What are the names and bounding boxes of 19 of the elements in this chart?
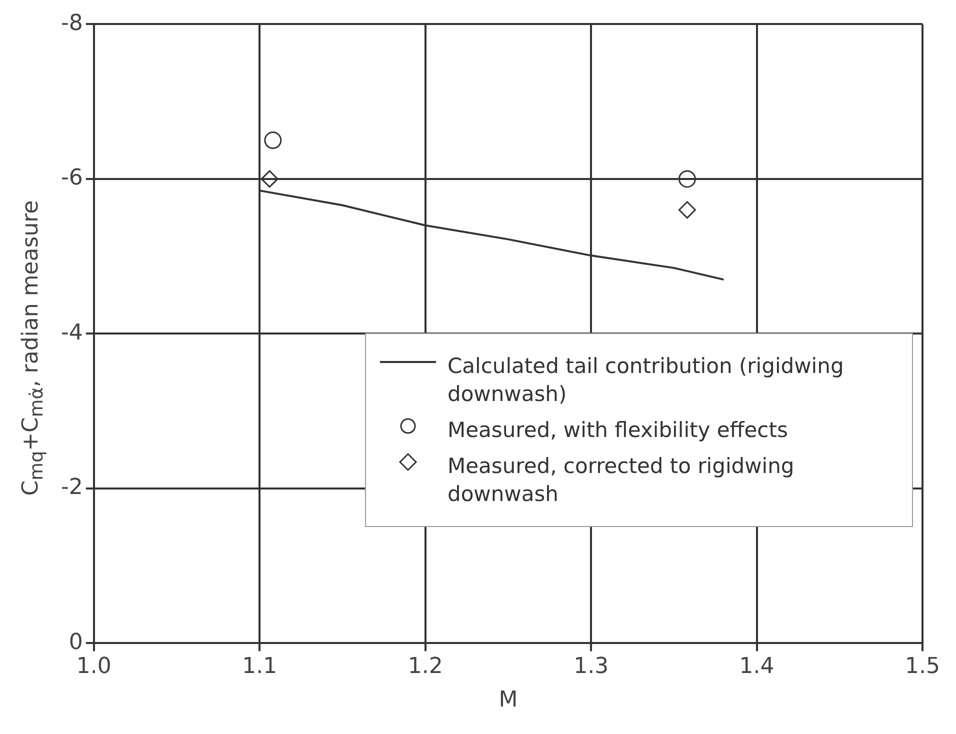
point bbox=[678, 170, 696, 188]
y-tick-label: -8 bbox=[61, 10, 83, 36]
x-tick-label: 1.3 bbox=[574, 654, 609, 680]
legend-label: Calculated tail contribution (rigidwing downwash) bbox=[448, 353, 845, 408]
y-tick-label: -4 bbox=[61, 320, 83, 346]
y-tick-label: -2 bbox=[61, 475, 83, 500]
x-tick-label: 1.0 bbox=[76, 654, 112, 680]
x-tick-label: 1.1 bbox=[242, 654, 278, 680]
y-tick-label: 0 bbox=[68, 630, 83, 655]
legend-label: Measured, with flexibility effects bbox=[448, 417, 788, 444]
x-tick-label: 1.5 bbox=[905, 654, 940, 680]
x-tick-label: 1.4 bbox=[739, 654, 774, 680]
point bbox=[678, 201, 696, 219]
point bbox=[264, 132, 282, 150]
point bbox=[260, 170, 278, 188]
x-tick-label: 1.2 bbox=[408, 654, 443, 680]
legend-label: Measured, corrected to rigidwing downwash bbox=[448, 453, 796, 508]
x-axis-title: M bbox=[498, 688, 518, 713]
y-tick-label: -6 bbox=[61, 166, 83, 191]
